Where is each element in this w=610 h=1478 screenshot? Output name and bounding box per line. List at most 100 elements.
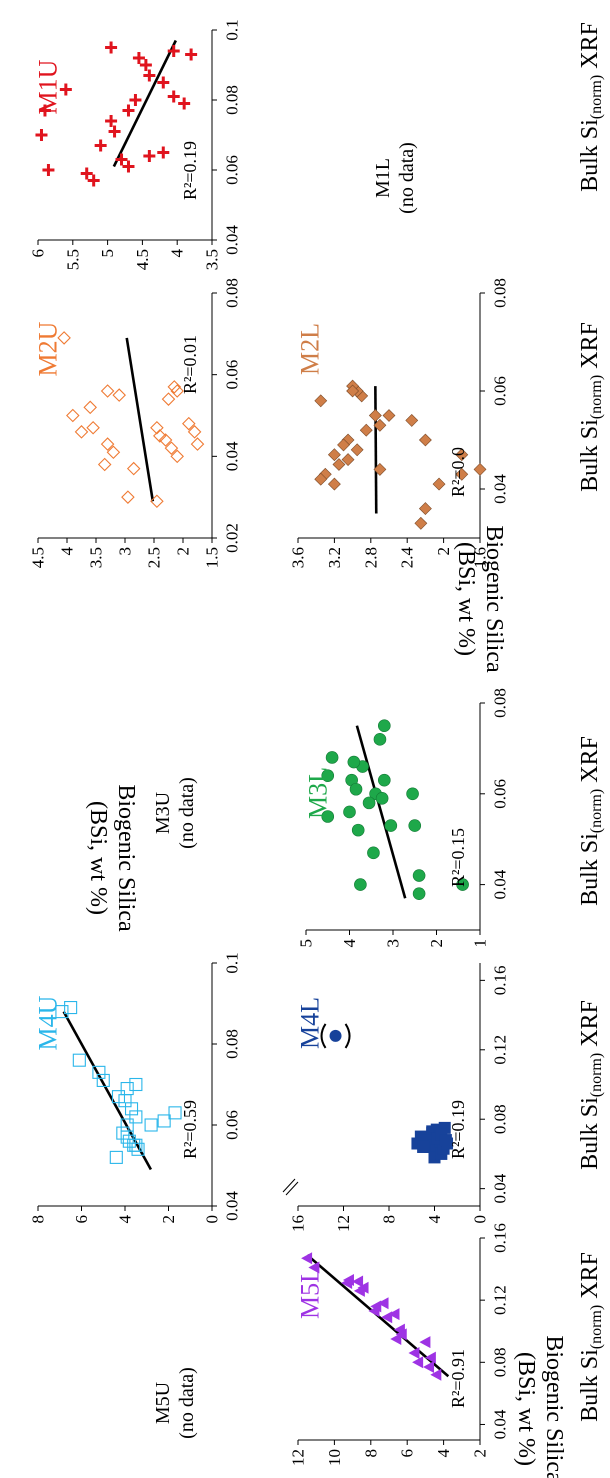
no-data-name: M5U bbox=[152, 1381, 174, 1424]
panel-M2L: 0.04 0.06 0.08 1.6 2 2.4 2.8 3.2 3.6 M2L R²=0.0 bbox=[289, 278, 510, 568]
data-point bbox=[314, 394, 328, 408]
y-tick-label: 0 bbox=[471, 1215, 490, 1224]
data-point bbox=[432, 477, 446, 491]
data-point bbox=[57, 331, 71, 345]
data-point bbox=[377, 719, 391, 733]
panel-M1U: 0.04 0.06 0.08 0.1 3.5 4 4.5 5 5.5 6 M1U R²=0.19 bbox=[29, 19, 242, 270]
data-point bbox=[390, 1333, 402, 1345]
data-point bbox=[325, 751, 339, 764]
x-axis-title-sub: (norm) bbox=[588, 789, 605, 833]
x-tick-label: 0.08 bbox=[223, 85, 242, 115]
x-tick-label: 0.12 bbox=[491, 1285, 510, 1315]
data-point bbox=[150, 420, 164, 435]
r2-label: R²=0.19 bbox=[180, 141, 200, 200]
data-point bbox=[161, 392, 176, 406]
y-tick-label: 6 bbox=[29, 249, 48, 258]
no-data-note: (no data) bbox=[176, 1367, 198, 1439]
y-tick-label: 12 bbox=[289, 1449, 308, 1466]
x-axis-title-sub: (norm) bbox=[588, 1305, 605, 1349]
y-tick-label: 1.5 bbox=[203, 547, 222, 568]
data-point bbox=[100, 384, 115, 398]
data-point bbox=[83, 400, 97, 415]
axis-lines bbox=[38, 293, 213, 539]
x-tick-label: 0.12 bbox=[491, 1035, 510, 1065]
axis-lines bbox=[298, 1238, 481, 1441]
data-point bbox=[412, 1356, 424, 1369]
data-point bbox=[456, 878, 469, 891]
panel-title: M2L bbox=[296, 323, 325, 375]
data-point bbox=[377, 1297, 389, 1310]
x-tick-label: 0.06 bbox=[223, 1110, 242, 1140]
data-point bbox=[182, 416, 196, 431]
data-point bbox=[382, 409, 396, 422]
data-point bbox=[314, 472, 328, 486]
y-tick-label: 3.5 bbox=[203, 249, 222, 270]
y-axis-title-line1: Biogenic Silica bbox=[113, 784, 139, 932]
y-tick-label: 6 bbox=[398, 1449, 417, 1458]
x-axis-title-main: Bulk Si bbox=[577, 419, 603, 492]
x-axis-title-main: Bulk Si bbox=[577, 1349, 603, 1422]
data-point bbox=[97, 457, 112, 472]
y-tick-label: 6 bbox=[72, 1215, 91, 1224]
panel-M5L: 0.04 0.08 0.12 0.16 2 4 6 8 10 12 M5L R²=0.91 bbox=[289, 1223, 510, 1466]
x-tick-label: 0.02 bbox=[223, 523, 242, 553]
data-point bbox=[430, 1368, 442, 1381]
data-point bbox=[100, 437, 115, 451]
x-tick-label: 0.04 bbox=[223, 225, 242, 255]
data-point bbox=[127, 1138, 141, 1152]
outlier-point bbox=[329, 1029, 342, 1042]
outlier-paren-top bbox=[320, 1023, 327, 1049]
data-point bbox=[350, 443, 364, 457]
data-point bbox=[170, 384, 184, 398]
data-point bbox=[368, 1305, 380, 1318]
rotated-figure-group: 0.040.060.080.13.544.555.56M1UR²=0.190.0… bbox=[29, 19, 605, 1478]
data-point bbox=[92, 1065, 106, 1079]
data-point bbox=[139, 59, 152, 71]
data-point bbox=[408, 1346, 420, 1359]
data-point bbox=[66, 408, 80, 423]
y-tick-label: 4 bbox=[58, 547, 77, 556]
x-axis-title-main: Bulk Si bbox=[577, 833, 603, 906]
x-axis-title-suffix: XRF bbox=[577, 1252, 603, 1305]
data-point bbox=[112, 388, 126, 402]
data-point bbox=[327, 448, 341, 462]
x-axis-title: Bulk Si(norm) XRF bbox=[577, 1000, 605, 1170]
y-axis-title-line2: (BSi, wt %) bbox=[85, 801, 111, 915]
x-tick-label: 0.06 bbox=[223, 360, 242, 390]
data-point bbox=[349, 782, 363, 796]
y-tick-label: 2.8 bbox=[361, 547, 380, 568]
x-tick-label: 0.04 bbox=[223, 441, 242, 471]
panel-title: M4U bbox=[34, 995, 63, 1050]
data-point bbox=[308, 1261, 320, 1274]
data-point bbox=[167, 90, 180, 103]
data-point bbox=[332, 458, 346, 471]
x-axis-title-suffix: XRF bbox=[577, 1000, 603, 1053]
data-point bbox=[157, 146, 170, 159]
data-point bbox=[406, 787, 419, 801]
y-tick-label: 4.5 bbox=[133, 249, 152, 270]
data-point bbox=[412, 869, 426, 882]
data-point bbox=[59, 83, 72, 96]
y-tick-label: 4 bbox=[116, 1215, 135, 1224]
data-point bbox=[115, 153, 128, 166]
data-point bbox=[178, 97, 191, 110]
y-axis-title: Biogenic Silica(BSi, wt %) bbox=[513, 1335, 567, 1478]
y-tick-label: 3.2 bbox=[325, 547, 344, 568]
data-point bbox=[418, 502, 432, 516]
y-tick-label: 2 bbox=[434, 547, 453, 556]
panel-title: M3L bbox=[304, 767, 333, 819]
data-point bbox=[321, 769, 335, 782]
data-point bbox=[122, 160, 135, 173]
data-point bbox=[341, 1277, 353, 1290]
y-axis-title-line2: (BSi, wt %) bbox=[513, 1352, 539, 1466]
y-tick-label: 8 bbox=[361, 1449, 380, 1458]
data-point bbox=[414, 516, 428, 530]
x-tick-label: 0.08 bbox=[491, 1104, 510, 1134]
no-data-M3U: M3U (no data) bbox=[152, 777, 198, 849]
x-axis-title-suffix: XRF bbox=[577, 22, 603, 75]
y-tick-label: 8 bbox=[29, 1215, 48, 1224]
y-tick-label: 16 bbox=[289, 1215, 308, 1232]
panel-M4U: 0.04 0.06 0.08 0.1 0 2 4 6 8 M4U R²=0.59 bbox=[29, 952, 242, 1223]
fit-line bbox=[125, 337, 155, 502]
